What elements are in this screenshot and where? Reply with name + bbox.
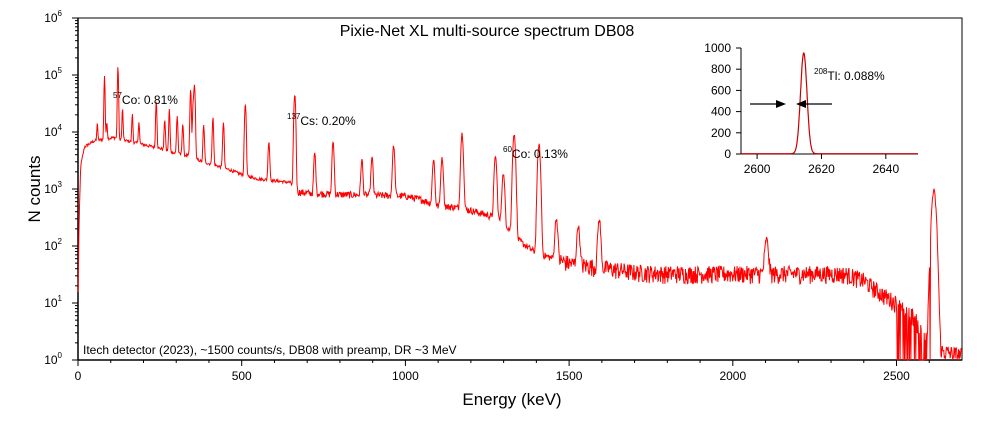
chart-title: Pixie-Net XL multi-source spectrum DB08 xyxy=(340,23,635,40)
x-tick-label: 2500 xyxy=(883,369,910,383)
inset-y-tick-label: 200 xyxy=(711,126,731,140)
y-tick-label: 105 xyxy=(44,66,62,82)
spectrum-trace xyxy=(77,67,963,361)
inset-x-tick-label: 2600 xyxy=(744,162,771,176)
y-axis-label: N counts xyxy=(25,155,44,222)
inset-peak-trace xyxy=(741,51,918,155)
inset-y-axis-ticks: 0 200 400 600 800 1000 xyxy=(704,41,741,161)
inset-y-tick-label: 600 xyxy=(711,83,731,97)
inset-chart: 2600 2620 2640 0 200 400 600 800 1000 208Tl: 0.… xyxy=(686,41,926,182)
y-tick-label: 106 xyxy=(44,9,62,25)
annotation-tl208: 208Tl: 0.088% xyxy=(814,67,885,83)
x-tick-label: 500 xyxy=(232,369,252,383)
inset-y-tick-label: 800 xyxy=(711,62,731,76)
y-tick-label: 102 xyxy=(44,237,62,253)
inset-x-tick-label: 2620 xyxy=(808,162,835,176)
fwhm-arrow-right-head xyxy=(796,100,806,108)
detector-footnote: Itech detector (2023), ~1500 counts/s, D… xyxy=(83,343,457,357)
annotation-co60: 60Co: 0.13% xyxy=(503,145,568,161)
x-tick-label: 1500 xyxy=(556,369,583,383)
x-axis-ticks: 0 500 1000 1500 2000 2500 xyxy=(75,360,930,383)
x-tick-label: 1000 xyxy=(392,369,419,383)
fwhm-arrow-left-head xyxy=(776,100,786,108)
inset-x-axis-ticks: 2600 2620 2640 xyxy=(744,154,899,176)
x-tick-label: 0 xyxy=(75,369,82,383)
inset-y-tick-label: 0 xyxy=(724,147,731,161)
y-tick-label: 101 xyxy=(44,294,62,310)
annotation-co57: 57Co: 0.81% xyxy=(113,91,178,107)
x-axis-label: Energy (keV) xyxy=(462,390,561,409)
inset-x-tick-label: 2640 xyxy=(872,162,899,176)
inset-y-tick-label: 1000 xyxy=(704,41,731,55)
x-tick-label: 2000 xyxy=(719,369,746,383)
y-tick-label: 104 xyxy=(44,123,62,139)
y-tick-label: 103 xyxy=(44,180,62,196)
y-axis-ticks: 100 101 102 103 104 105 106 xyxy=(44,9,78,367)
y-tick-label: 100 xyxy=(44,351,62,367)
annotation-cs137: 137Cs: 0.20% xyxy=(287,112,356,128)
inset-y-tick-label: 400 xyxy=(711,105,731,119)
